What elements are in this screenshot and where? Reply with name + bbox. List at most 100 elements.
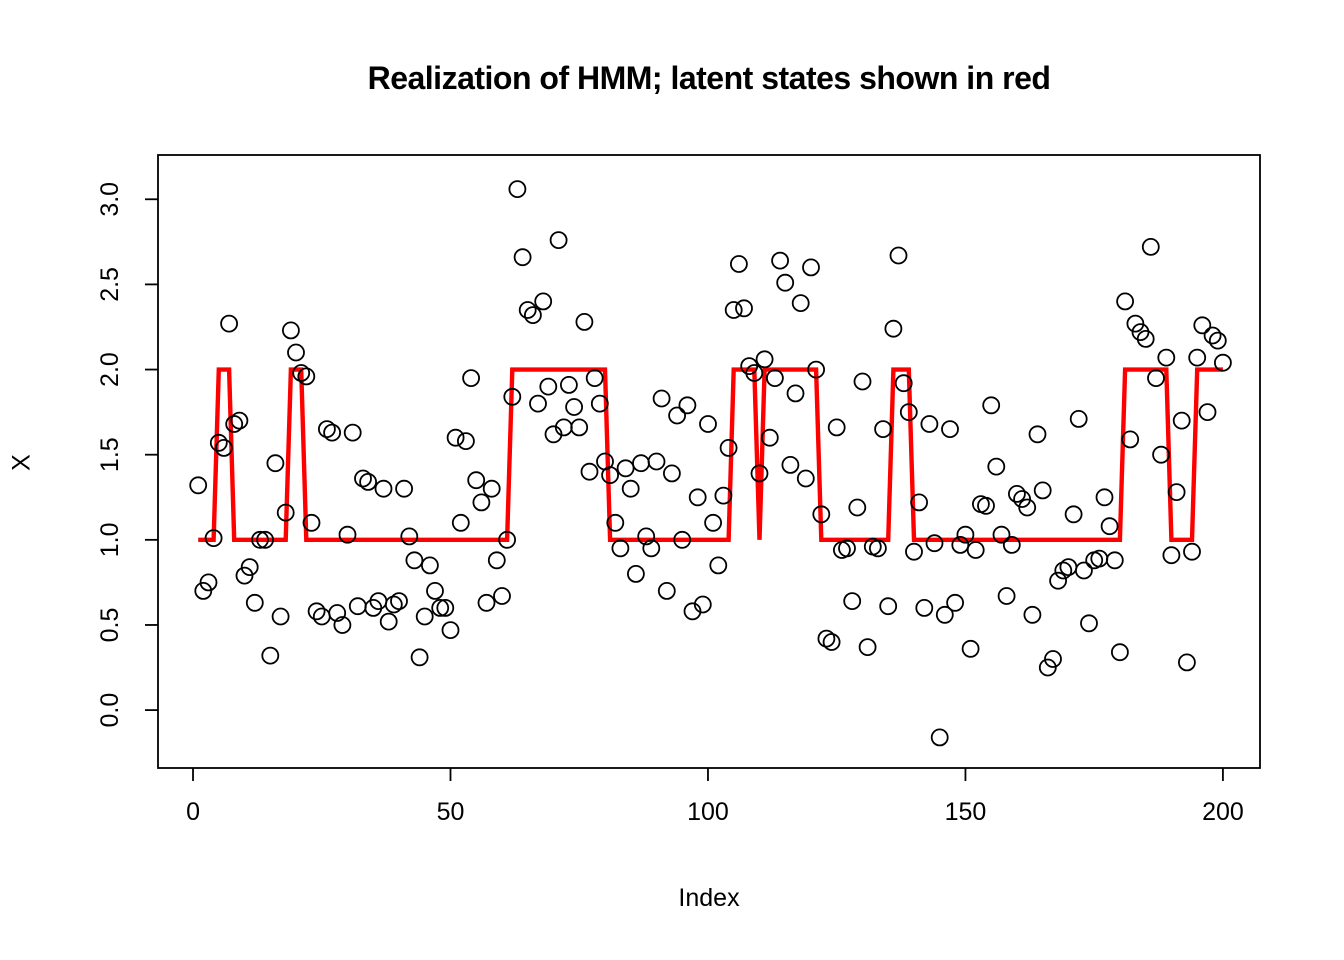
data-point — [204, 529, 223, 547]
data-point — [487, 551, 506, 570]
data-point — [1141, 237, 1160, 256]
data-point — [1033, 481, 1052, 500]
data-point — [848, 498, 867, 517]
data-point — [261, 646, 280, 665]
plot-title: Realization of HMM; latent states shown … — [367, 60, 1051, 96]
data-point — [987, 457, 1006, 476]
y-tick-label: 0.5 — [96, 608, 124, 643]
data-point — [657, 582, 676, 600]
data-point — [1054, 561, 1073, 580]
data-point — [1080, 614, 1098, 633]
data-point — [503, 387, 522, 406]
data-point — [189, 476, 208, 495]
data-point — [894, 374, 913, 393]
data-point — [395, 479, 414, 498]
data-point — [611, 539, 630, 558]
data-point — [786, 384, 805, 403]
data-point — [884, 319, 903, 338]
data-point — [869, 539, 887, 558]
data-point — [730, 255, 748, 273]
data-point — [235, 566, 254, 585]
data-point — [384, 595, 403, 614]
y-tick-label: 2.0 — [96, 352, 124, 387]
data-point — [1023, 605, 1042, 624]
data-point — [348, 597, 367, 616]
data-point — [245, 593, 264, 612]
data-point — [1183, 542, 1201, 561]
data-point — [529, 394, 547, 413]
data-point — [1075, 561, 1093, 580]
data-point — [508, 180, 527, 199]
data-point — [436, 599, 455, 617]
y-tick-label: 3.0 — [96, 182, 124, 217]
data-point — [580, 462, 599, 481]
data-point — [714, 486, 733, 505]
data-point — [956, 525, 975, 544]
data-point — [1208, 331, 1227, 350]
data-point — [915, 599, 934, 617]
data-point — [1059, 558, 1078, 576]
data-point — [498, 530, 517, 549]
data-point — [415, 607, 434, 626]
y-tick-label: 1.5 — [96, 437, 124, 472]
data-point — [524, 306, 542, 325]
data-point — [1044, 650, 1062, 668]
data-point — [966, 541, 985, 559]
data-point — [333, 616, 352, 634]
data-point — [807, 360, 825, 379]
data-point — [621, 479, 640, 498]
data-point — [302, 513, 321, 532]
data-point — [977, 496, 995, 515]
data-point — [982, 396, 1001, 415]
data-point — [338, 525, 357, 544]
data-point — [632, 454, 650, 473]
data-point — [214, 438, 233, 457]
data-point — [910, 493, 928, 512]
y-axis-title: X — [7, 454, 36, 471]
data-point — [1214, 353, 1232, 372]
y-tick-label: 2.5 — [96, 267, 124, 302]
data-point — [709, 556, 728, 575]
data-point — [601, 466, 619, 485]
data-point — [1121, 430, 1140, 449]
data-point — [724, 301, 743, 319]
data-point — [796, 469, 815, 488]
data-point — [925, 534, 944, 553]
data-point — [719, 438, 738, 457]
data-point — [1095, 488, 1114, 507]
data-point — [1147, 369, 1165, 388]
data-point — [735, 299, 753, 318]
data-point — [802, 258, 820, 277]
data-point — [400, 527, 419, 546]
data-point — [1188, 348, 1207, 367]
data-point — [1203, 326, 1222, 345]
data-point — [673, 530, 692, 549]
data-point — [456, 432, 475, 451]
data-point — [405, 551, 424, 570]
data-point — [307, 602, 326, 621]
x-tick-label: 200 — [1202, 798, 1244, 826]
data-point — [822, 633, 841, 651]
data-point — [1167, 483, 1186, 502]
data-point — [637, 527, 656, 546]
data-point — [997, 587, 1016, 605]
data-point — [225, 415, 244, 433]
data-point — [287, 343, 305, 362]
data-point — [941, 420, 959, 439]
data-point — [482, 479, 501, 498]
data-point — [755, 350, 774, 369]
data-point — [951, 536, 970, 554]
y-tick-label: 1.0 — [96, 522, 124, 557]
data-point — [539, 377, 558, 396]
data-point — [441, 621, 460, 639]
data-point — [1116, 292, 1134, 311]
data-point — [992, 525, 1011, 544]
data-point — [194, 582, 213, 600]
data-point — [560, 375, 578, 394]
data-point — [766, 369, 784, 388]
data-point — [750, 464, 769, 483]
data-point — [1013, 490, 1031, 508]
data-point — [276, 503, 295, 522]
data-point — [585, 369, 604, 388]
